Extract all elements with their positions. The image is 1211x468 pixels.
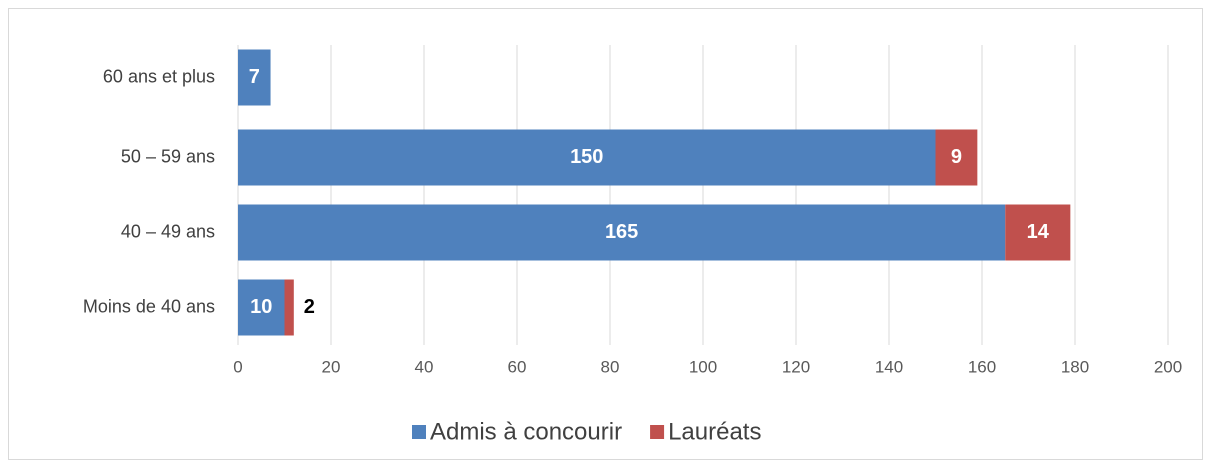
bar	[284, 279, 294, 336]
x-tick-label: 120	[782, 357, 810, 376]
y-tick-label: Moins de 40 ans	[83, 296, 215, 316]
legend-label: Admis à concourir	[430, 418, 622, 445]
x-tick-label: 160	[968, 357, 996, 376]
bar	[238, 279, 285, 336]
data-label: 150	[570, 146, 603, 168]
y-tick-label: 40 – 49 ans	[121, 221, 215, 241]
data-label: 2	[304, 296, 315, 318]
y-tick-label: 60 ans et plus	[103, 66, 215, 86]
data-label: 165	[605, 221, 638, 243]
x-tick-label: 20	[322, 357, 341, 376]
legend-swatch	[412, 425, 426, 439]
x-tick-label: 60	[508, 357, 527, 376]
data-label: 9	[951, 146, 962, 168]
bar	[238, 204, 1006, 261]
bar	[238, 129, 936, 186]
legend-swatch	[650, 425, 665, 439]
legend-label: Lauréats	[668, 418, 761, 445]
x-tick-label: 0	[233, 357, 242, 376]
data-label: 14	[1027, 221, 1050, 243]
data-label: 10	[250, 296, 272, 318]
bar	[1005, 204, 1071, 261]
x-tick-label: 40	[415, 357, 434, 376]
x-tick-label: 200	[1154, 357, 1182, 376]
y-tick-label: 50 – 59 ans	[121, 146, 215, 166]
x-tick-label: 180	[1061, 357, 1089, 376]
x-tick-label: 140	[875, 357, 903, 376]
x-tick-label: 80	[601, 357, 620, 376]
data-label: 7	[249, 66, 260, 88]
bar	[935, 129, 978, 186]
x-tick-label: 100	[689, 357, 717, 376]
bar	[238, 49, 271, 106]
